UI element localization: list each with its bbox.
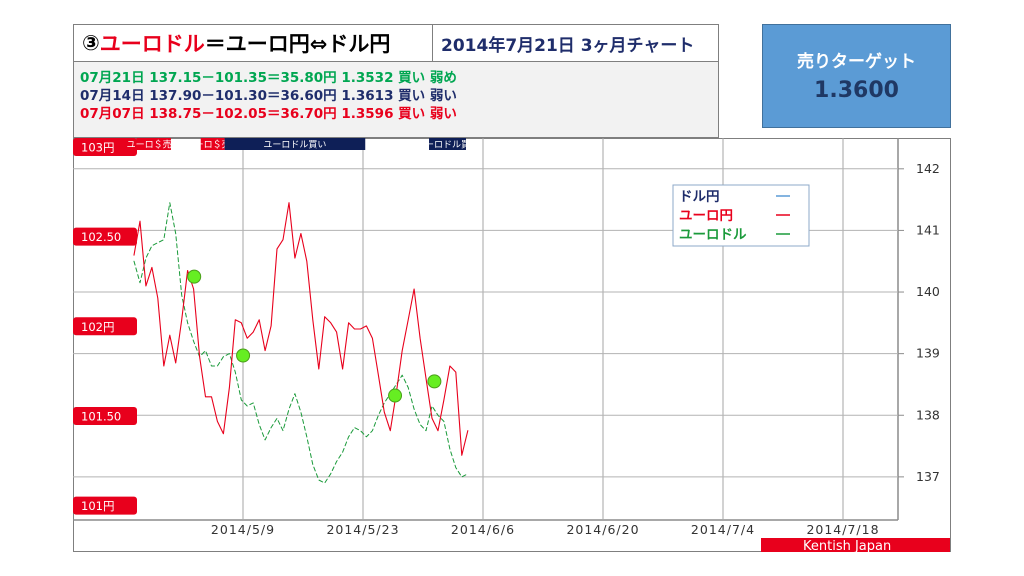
footer-label: Kentish Japan [803,539,891,552]
sell-target-box: 売りターゲット 1.3600 [762,24,951,128]
left-tick-label: 102円 [81,320,114,334]
title-number: ③ [82,31,100,55]
signal-label-1: ユーロ＄売り [127,139,181,151]
left-tick-tag [73,138,137,156]
x-tick-label: 2014/7/18 [806,522,879,537]
right-tick-label: 138 [916,407,940,422]
x-tick-label: 2014/5/9 [211,522,275,537]
calculation-panel: 07月21日 137.15－101.35＝35.80円 1.3532 買い 弱め… [73,62,719,138]
signal-bar-3 [224,138,366,150]
signal-bar-4 [429,138,466,150]
sell-target-value: 1.3600 [814,78,899,103]
chart-date-title: 2014年7月21日 3ヶ月チャート [433,24,719,62]
signal-label-4: ユーロドル買い [416,140,479,151]
x-tick-label: 2014/6/20 [566,522,639,537]
left-tick-label: 103円 [81,140,114,154]
signal-bar-1 [136,138,171,150]
left-tick-tag [73,317,137,336]
info-line-2: 07月14日 137.90－101.30＝36.60円 1.3613 買い 弱い [80,88,457,104]
info-line-3: 07月07日 138.75－102.05＝36.70円 1.3596 買い 弱い [80,106,457,122]
signal-label-3: ユーロドル買い [263,140,326,151]
left-tick-tag [73,406,137,425]
signal-bar-2 [200,138,225,150]
info-line-1: 07月21日 137.15－101.35＝35.80円 1.3532 買い 弱め [80,70,457,86]
series-line-eurusd [133,202,469,484]
left-tick-label: 101円 [81,499,114,513]
chart-title: ③ ユーロドル ＝ユーロ円⇔ドル円 [73,24,433,62]
x-tick-label: 2014/5/23 [326,522,399,537]
sell-target-label: 売りターゲット [797,52,916,72]
left-tick-label: 101.50 [81,409,121,423]
title-pair-red: ユーロドル [99,32,205,56]
fx-line-chart: 2014/5/9 2014/5/23 2014/6/6 2014/6/20 2014/7… [73,138,951,552]
x-tick-label: 2014/7/4 [691,522,755,537]
crossover-marker-1 [187,269,202,284]
crossover-marker-3 [388,388,403,403]
left-tick-tag [73,227,137,246]
legend-label-eurjpy: ユーロ円 [679,208,733,224]
right-tick-label: 139 [916,346,940,361]
title-formula: ＝ユーロ円⇔ドル円 [204,32,391,56]
right-tick-label: 141 [916,222,940,237]
footer-band [761,538,950,552]
chart-date-label: 2014年7月21日 3ヶ月チャート [441,35,695,56]
left-tick-tag [73,496,137,515]
crossover-marker-4 [427,374,442,389]
chart-frame [73,138,951,552]
right-tick-label: 140 [916,284,940,299]
crossover-marker-2 [236,348,251,363]
legend-label-usdjpy: ドル円 [679,189,720,205]
x-tick-label: 2014/6/6 [451,522,515,537]
legend-label-eurusd: ユーロドル [679,227,747,243]
right-tick-label: 137 [916,469,940,484]
left-tick-label: 102.50 [81,230,121,244]
right-tick-label: 142 [916,161,940,176]
